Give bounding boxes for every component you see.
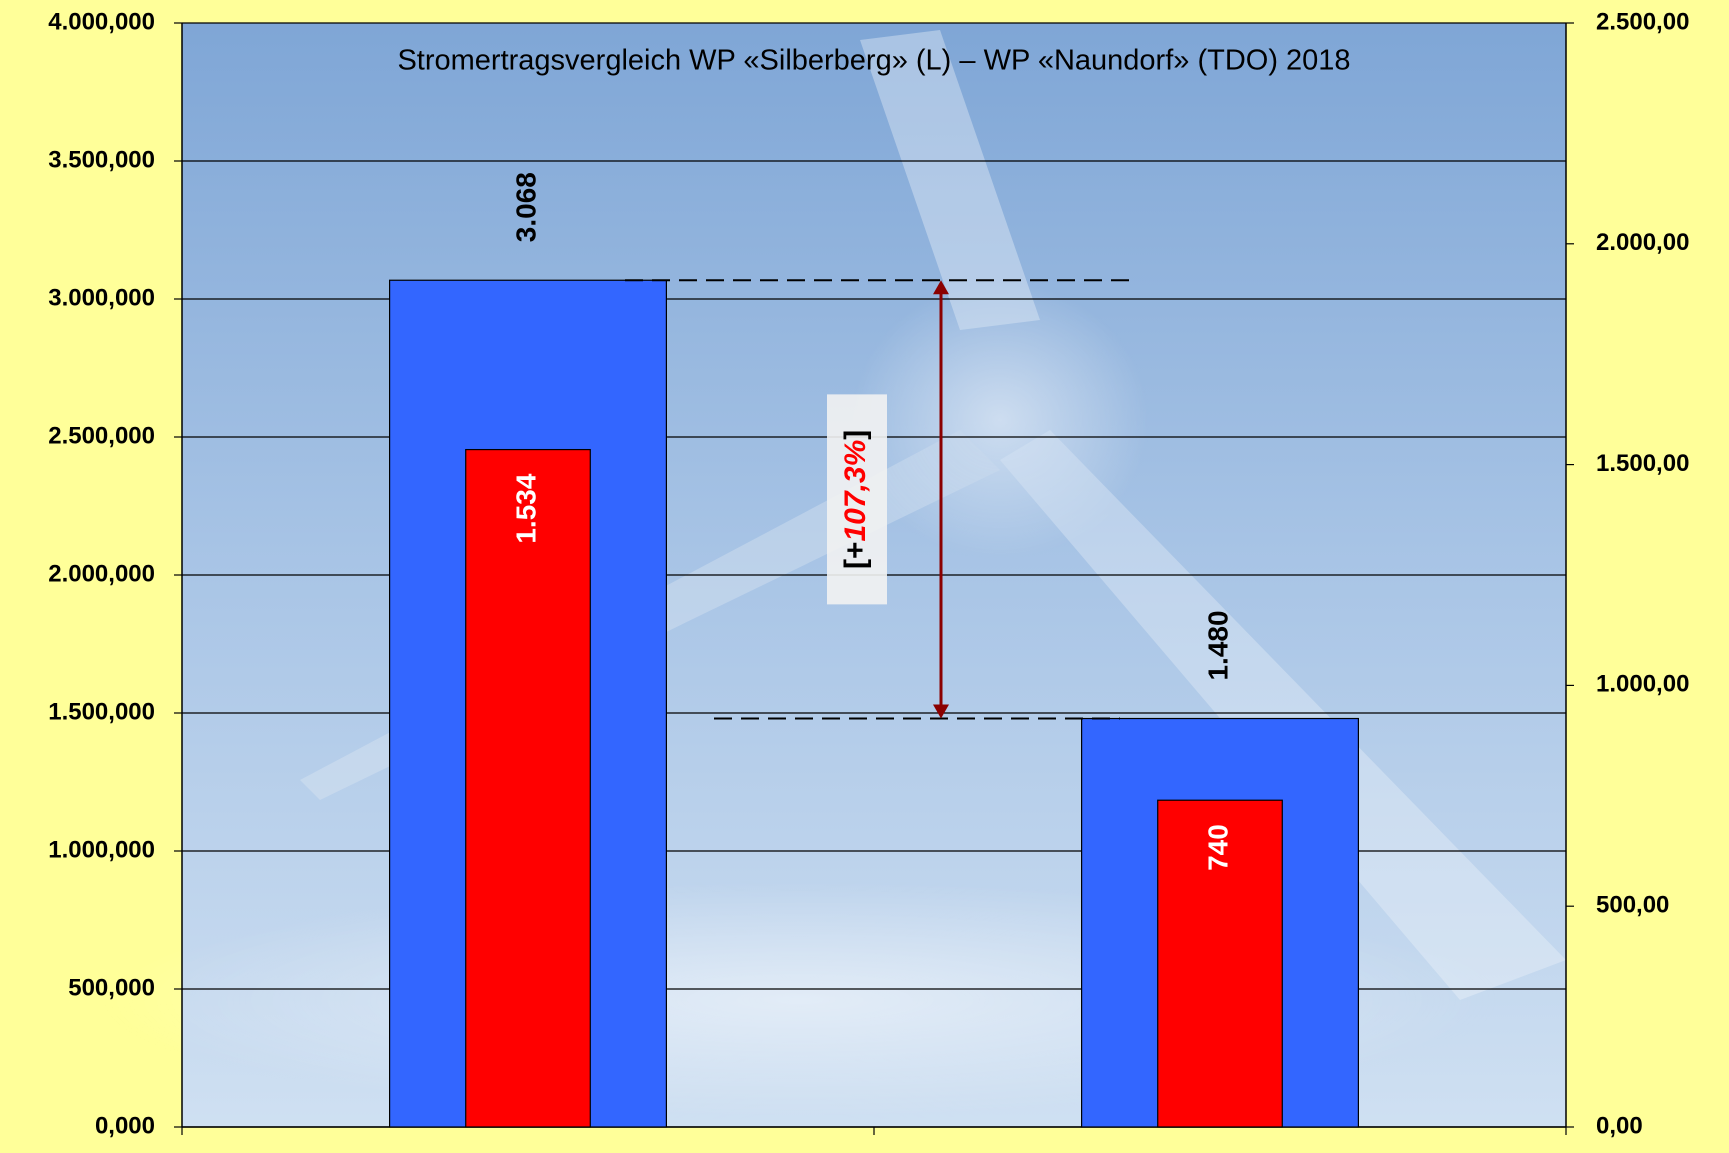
value-label: 1.534: [510, 473, 541, 543]
chart-title: Stromertragsvergleich WP «Silberberg» (L…: [397, 45, 1350, 77]
annotation-part: ]: [839, 430, 872, 440]
arrow-head: [933, 704, 949, 719]
value-label: 1.480: [1202, 610, 1233, 680]
annotation-part: [+: [839, 541, 872, 569]
annotation-box: [827, 394, 887, 605]
y2-tick-label: 1.000,00: [1596, 671, 1689, 698]
y-tick-label: 1.000,000: [48, 836, 155, 863]
y-tick-label: 2.500,000: [48, 422, 155, 449]
bar: [1157, 799, 1283, 1128]
y-tick-label: 0,000: [95, 1112, 155, 1139]
bar: [465, 448, 591, 1128]
value-label: 740: [1202, 824, 1233, 871]
y-tick-label: 3.000,000: [48, 284, 155, 311]
value-label: 3.068: [510, 172, 541, 242]
y2-tick-label: 0,00: [1596, 1112, 1643, 1139]
y-tick-label: 4.000,000: [48, 8, 155, 35]
y-tick-label: 500,000: [68, 974, 155, 1001]
y2-tick-label: 2.000,00: [1596, 229, 1689, 256]
y-tick-label: 3.500,000: [48, 146, 155, 173]
annotation-part: 107,3%: [839, 440, 872, 542]
annotation: [+107,3%]: [839, 430, 872, 569]
y2-tick-label: 1.500,00: [1596, 450, 1689, 477]
arrow-head: [933, 280, 949, 295]
y-tick-label: 2.000,000: [48, 560, 155, 587]
y2-tick-label: 2.500,00: [1596, 8, 1689, 35]
y2-tick-label: 500,00: [1596, 892, 1669, 919]
y-tick-label: 1.500,000: [48, 698, 155, 725]
